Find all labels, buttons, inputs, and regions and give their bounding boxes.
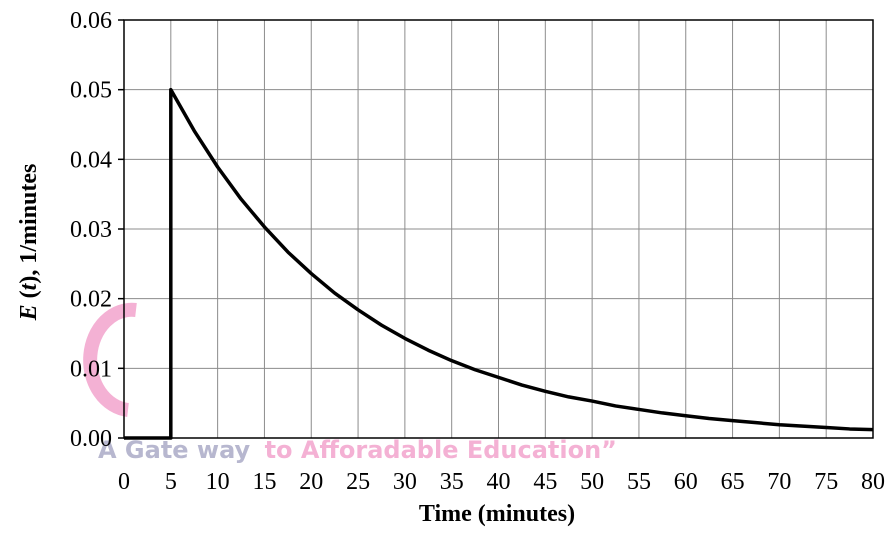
- y-tick-label: 0.00: [70, 426, 112, 452]
- x-tick-label: 70: [767, 469, 791, 495]
- x-tick-label: 80: [861, 469, 885, 495]
- watermark-text: A Gate way to Afforadable Education”: [98, 436, 617, 464]
- x-tick-label: 50: [580, 469, 604, 495]
- x-tick-label: 40: [487, 469, 511, 495]
- x-tick-label: 25: [346, 469, 370, 495]
- y-tick-label: 0.06: [70, 8, 112, 34]
- y-tick-label: 0.02: [70, 287, 112, 313]
- series-layer: [124, 87, 874, 440]
- y-tick-label: 0.03: [70, 217, 112, 243]
- x-tick-label: 75: [814, 469, 838, 495]
- x-axis-title: Time (minutes): [419, 501, 575, 527]
- watermark-logo-arc: [83, 302, 137, 417]
- x-tick-label: 20: [299, 469, 323, 495]
- y-axis-title-part-3: ), 1/minutes: [16, 164, 42, 284]
- y-tick-label: 0.05: [70, 78, 112, 104]
- x-tick-label: 0: [118, 469, 130, 495]
- gridlines: [123, 19, 874, 439]
- watermark-part-2: to Afforadable Education”: [265, 436, 617, 464]
- x-tick-label: 10: [206, 469, 230, 495]
- watermark-part-1: A Gate way: [98, 436, 251, 464]
- x-tick-label: 35: [440, 469, 464, 495]
- y-axis-title-part-2: t: [16, 282, 42, 290]
- y-axis-title-part-1: (: [16, 290, 42, 304]
- series-line-0: [124, 87, 874, 440]
- x-tick-label: 60: [674, 469, 698, 495]
- x-tick-labels: 0 5 10 15 20 25 30 35 40 45 50 55 60 65 70 75 80: [118, 469, 885, 495]
- watermark: A Gate way to Afforadable Education”: [83, 302, 617, 464]
- y-tick-label: 0.01: [70, 356, 112, 382]
- y-tick-label: 0.04: [70, 147, 112, 173]
- x-tick-label: 55: [627, 469, 651, 495]
- y-axis-title: E (t), 1/minutes: [16, 164, 42, 322]
- x-tick-label: 15: [252, 469, 276, 495]
- x-tick-label: 5: [165, 469, 177, 495]
- y-axis-title-part-0: E: [16, 304, 42, 321]
- x-tick-label: 45: [533, 469, 557, 495]
- x-tick-label: 65: [721, 469, 745, 495]
- y-tick-labels: 0.00 0.01 0.02 0.03 0.04 0.05 0.06: [70, 8, 124, 452]
- x-tick-label: 30: [393, 469, 417, 495]
